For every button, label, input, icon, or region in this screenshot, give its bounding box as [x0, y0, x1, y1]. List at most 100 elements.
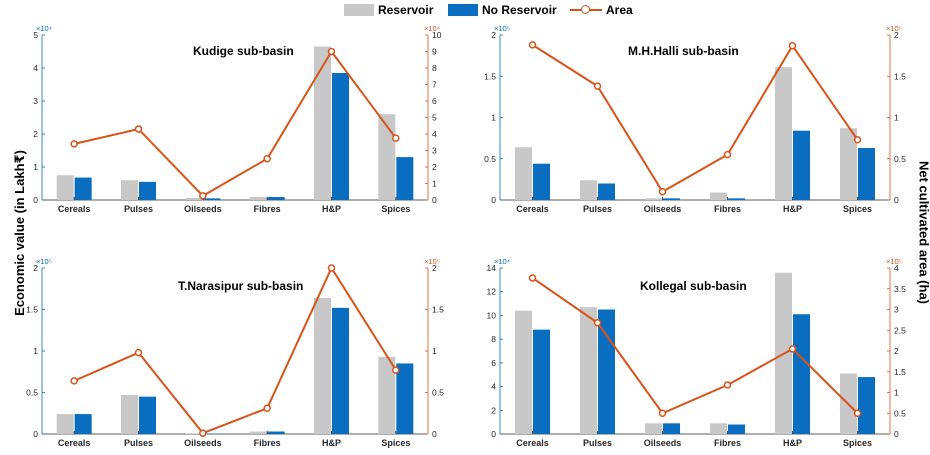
area-point	[327, 264, 336, 272]
area-point	[528, 274, 537, 282]
x-tick-label: H&P	[322, 438, 341, 448]
bar-no-reservoir-pulses	[139, 396, 156, 434]
y-tick-label-left: 10	[487, 310, 497, 320]
bar-no-reservoir-spices	[858, 148, 875, 200]
bar-no-reservoir-hp	[793, 130, 810, 200]
bar-no-reservoir-oilseeds	[663, 198, 680, 200]
x-tick-label: Pulses	[583, 438, 612, 448]
bar-no-reservoir-fibres	[267, 197, 285, 200]
x-tick-label: Fibres	[254, 204, 281, 214]
y-tick-label-left: 4	[33, 63, 38, 73]
y-tick-label-left: 0.5	[484, 154, 496, 164]
legend-label-no-reservoir: No Reservoir	[482, 3, 557, 17]
y-tick-label-right: 3	[894, 305, 899, 315]
bar-reservoir-fibres	[249, 197, 267, 200]
y-axis-exponent-right: ×10⁵	[886, 257, 902, 266]
bar-no-reservoir-hp	[793, 314, 810, 434]
y-axis-exponent-right: ×10⁵	[886, 24, 902, 33]
area-point	[658, 409, 667, 417]
chart-title: Kollegal sub-basin	[640, 279, 747, 293]
bar-no-reservoir-cereals	[533, 163, 550, 200]
y-tick-label-right: 2	[894, 346, 899, 356]
x-tick-label: H&P	[322, 204, 341, 214]
bar-no-reservoir-fibres	[267, 431, 285, 434]
y-tick-label-left: 4	[491, 382, 496, 392]
area-point	[528, 41, 537, 49]
bar-reservoir-spices	[378, 356, 396, 434]
bar-no-reservoir-spices	[858, 377, 875, 434]
y-tick-label-right: 7	[432, 80, 437, 90]
y-tick-label-left: 2	[491, 405, 496, 415]
y-tick-label-left: 0.5	[26, 388, 38, 398]
y-tick-label-right: 0.5	[432, 388, 444, 398]
y-tick-label-left: 5	[33, 30, 38, 40]
y-axis-label-right: Net cultivated area (ha)	[916, 160, 930, 305]
chart-title: M.H.Halli sub-basin	[628, 44, 739, 58]
x-tick-label: Cereals	[516, 438, 549, 448]
y-tick-label-left: 1	[33, 346, 38, 356]
legend-label-reservoir: Reservoir	[378, 3, 434, 17]
y-tick-label-right: 6	[432, 96, 437, 106]
x-tick-label: Pulses	[124, 204, 153, 214]
area-line	[73, 265, 397, 435]
legend-item-reservoir: Reservoir	[344, 3, 433, 17]
area-point	[723, 381, 732, 389]
y-tick-label-left: 3	[33, 96, 38, 106]
y-axis-exponent-left: ×10⁵	[36, 257, 52, 266]
y-tick-label-left: 1	[491, 113, 496, 123]
y-tick-label-left: 12	[487, 287, 497, 297]
area-point	[723, 150, 732, 159]
area-line	[531, 43, 859, 194]
y-tick-label-left: 1	[33, 162, 38, 172]
y-tick-label-right: 9	[432, 47, 437, 57]
area-point	[199, 429, 207, 437]
bar-reservoir-cereals	[515, 147, 532, 200]
y-tick-label-right: 2	[432, 263, 437, 273]
legend-swatch-no-reservoir	[448, 4, 478, 16]
area-point	[263, 155, 271, 163]
bar-no-reservoir-cereals	[74, 414, 92, 434]
y-axis-exponent-right: ×10⁴	[424, 24, 440, 33]
bar-no-reservoir-fibres	[728, 424, 745, 434]
bar-reservoir-fibres	[710, 423, 727, 434]
y-tick-label-right: 4	[894, 263, 899, 273]
bar-reservoir-pulses	[580, 180, 597, 200]
area-point	[199, 192, 207, 200]
bar-reservoir-cereals	[515, 310, 532, 434]
bar-no-reservoir-fibres	[728, 198, 745, 200]
bar-no-reservoir-spices	[396, 363, 414, 434]
x-tick-label: H&P	[783, 204, 802, 214]
x-tick-label: Oilseeds	[184, 204, 222, 214]
y-tick-label-left: 0	[491, 195, 496, 205]
y-tick-label-right: 2	[894, 30, 899, 40]
x-tick-label: Cereals	[58, 438, 91, 448]
bar-no-reservoir-oilseeds	[203, 198, 221, 200]
bar-reservoir-pulses	[121, 180, 138, 200]
area-point	[392, 366, 400, 374]
bar-reservoir-fibres	[710, 192, 727, 200]
area-line	[73, 49, 397, 198]
x-tick-label: Fibres	[714, 438, 741, 448]
y-tick-label-left: 2	[33, 263, 38, 273]
bar-reservoir-oilseeds	[645, 423, 662, 434]
x-tick-label: Oilseeds	[644, 438, 682, 448]
y-axis-exponent-left: ×10⁴	[36, 24, 52, 33]
y-tick-label-right: 3	[432, 146, 437, 156]
bar-no-reservoir-pulses	[139, 181, 156, 200]
area-point	[658, 188, 667, 196]
y-tick-label-right: 2	[432, 162, 437, 172]
area-point	[134, 348, 143, 357]
x-tick-label: Cereals	[516, 204, 549, 214]
y-tick-label-left: 8	[491, 334, 496, 344]
bar-reservoir-hp	[314, 46, 331, 200]
x-tick-label: Spices	[381, 438, 410, 448]
x-tick-label: Fibres	[714, 204, 741, 214]
y-tick-label-left: 1.5	[484, 71, 496, 81]
area-point	[593, 319, 602, 327]
y-tick-label-left: 6	[491, 358, 496, 368]
area-point	[853, 409, 862, 417]
x-tick-label: H&P	[783, 438, 802, 448]
